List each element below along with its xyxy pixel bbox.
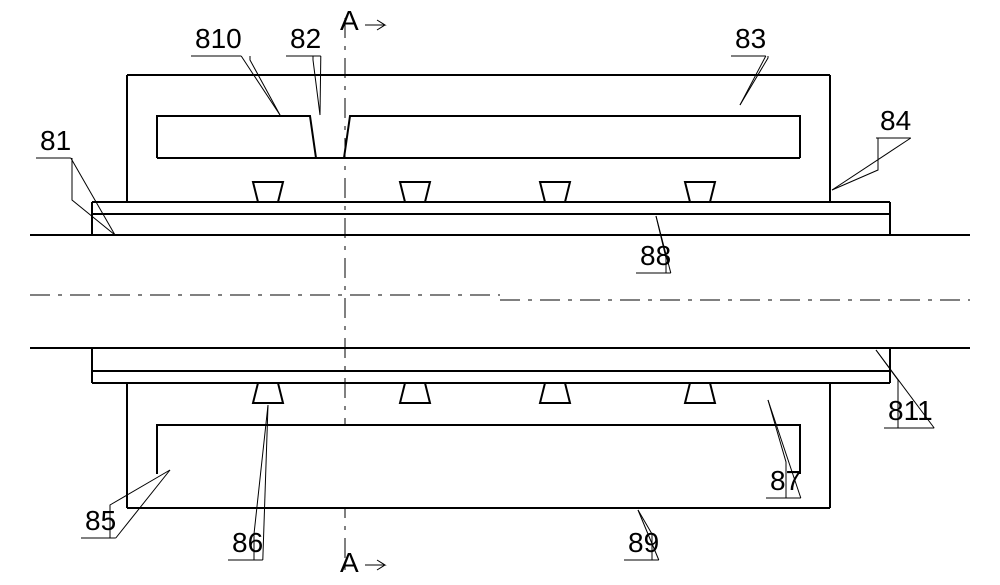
upper-connector-1 bbox=[400, 182, 430, 202]
label-83: 83 bbox=[735, 23, 766, 54]
leader-line-82 bbox=[320, 56, 321, 115]
leader-line-810 bbox=[241, 56, 280, 115]
label-82: 82 bbox=[290, 23, 321, 54]
label-811: 811 bbox=[888, 395, 933, 426]
section-arrow-top bbox=[365, 20, 385, 30]
inner-cavity-left bbox=[157, 116, 316, 158]
section-letter-top: A bbox=[340, 5, 359, 36]
leader-82 bbox=[313, 56, 320, 115]
label-81: 81 bbox=[40, 125, 71, 156]
upper-connector-2 bbox=[540, 182, 570, 202]
inner-cavity-right bbox=[344, 116, 800, 158]
upper-assembly bbox=[30, 75, 970, 235]
label-89: 89 bbox=[628, 527, 659, 558]
upper-connector-3 bbox=[685, 182, 715, 202]
leader-line-84 bbox=[832, 138, 911, 190]
label-87: 87 bbox=[770, 465, 801, 496]
leader-810 bbox=[250, 56, 280, 115]
section-letter-bottom: A bbox=[340, 547, 359, 578]
section-drawing: A A 81 82 83 84 85 86 87 88 89 810 811 bbox=[0, 0, 1000, 585]
label-85: 85 bbox=[85, 505, 116, 536]
lower-connector-2 bbox=[540, 383, 570, 403]
lower-assembly bbox=[30, 348, 970, 508]
leader-line-83 bbox=[740, 56, 766, 105]
lower-connector-0 bbox=[253, 383, 283, 403]
section-arrow-bottom bbox=[365, 560, 385, 570]
label-88: 88 bbox=[640, 240, 671, 271]
upper-connector-0 bbox=[253, 182, 283, 202]
label-810: 810 bbox=[195, 23, 242, 54]
lower-connector-3 bbox=[685, 383, 715, 403]
lower-connector-1 bbox=[400, 383, 430, 403]
label-86: 86 bbox=[232, 527, 263, 558]
label-84: 84 bbox=[880, 105, 911, 136]
